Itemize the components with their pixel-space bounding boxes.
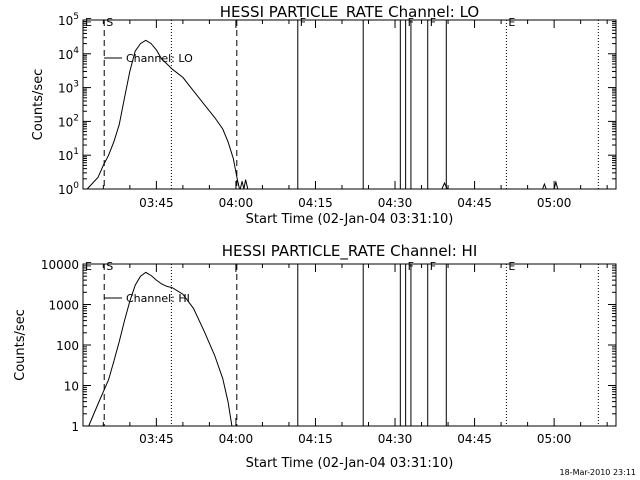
footer-timestamp: 18-Mar-2010 23:11 xyxy=(560,468,637,477)
x-tick-label: 05:00 xyxy=(537,432,572,446)
chart-panel-lo: HESSI PARTICLE_RATE Channel: LOESFFFE100… xyxy=(31,3,617,227)
y-tick-label: 10000 xyxy=(41,258,79,272)
flag-label: F xyxy=(430,260,436,273)
series-line xyxy=(86,39,240,190)
x-tick-label: 04:15 xyxy=(298,196,333,210)
series-line xyxy=(553,180,559,190)
plot-frame xyxy=(82,263,617,427)
y-tick-label: 100 xyxy=(56,339,79,353)
x-tick-label: 03:45 xyxy=(139,432,174,446)
x-tick-label: 04:45 xyxy=(457,196,492,210)
flag-label: E xyxy=(85,260,92,273)
y-tick-label: 104 xyxy=(58,46,79,62)
x-tick-label: 03:45 xyxy=(139,196,174,210)
y-tick-label: 100 xyxy=(58,181,79,197)
flag-label: F xyxy=(430,16,436,29)
y-axis-label: Counts/sec xyxy=(13,309,28,381)
y-tick-label: 105 xyxy=(58,12,79,28)
flag-label: S xyxy=(106,260,113,273)
y-tick-label: 101 xyxy=(58,147,79,163)
series-line xyxy=(88,271,233,427)
y-tick-label: 1 xyxy=(71,420,79,434)
x-tick-label: 04:30 xyxy=(378,196,413,210)
x-tick-label: 04:00 xyxy=(219,432,254,446)
y-tick-label: 103 xyxy=(58,80,79,96)
x-tick-label: 04:30 xyxy=(378,432,413,446)
flag-label: E xyxy=(508,260,515,273)
flag-label: E xyxy=(508,16,515,29)
series-line xyxy=(239,179,249,190)
x-axis-label: Start Time (02-Jan-04 03:31:10) xyxy=(246,212,454,227)
y-tick-label: 1000 xyxy=(48,299,79,313)
x-tick-label: 04:00 xyxy=(219,196,254,210)
flag-label: S xyxy=(106,16,113,29)
legend-label: Channel: LO xyxy=(126,52,193,65)
chart-panel-hi: HESSI PARTICLE_RATE Channel: HIESFFE1101… xyxy=(13,242,617,471)
y-axis-label: Counts/sec xyxy=(31,69,46,141)
series-line xyxy=(542,182,547,190)
x-axis-label: Start Time (02-Jan-04 03:31:10) xyxy=(246,456,454,471)
y-tick-label: 10 xyxy=(64,380,79,394)
plot-frame xyxy=(82,19,617,190)
flag-label: F xyxy=(300,16,306,29)
legend-label: Channel: HI xyxy=(126,292,190,305)
chart-title: HESSI PARTICLE_RATE Channel: LO xyxy=(220,3,479,22)
x-tick-label: 04:45 xyxy=(457,432,492,446)
series-line xyxy=(441,181,448,190)
chart-title: HESSI PARTICLE_RATE Channel: HI xyxy=(222,242,478,261)
y-tick-label: 102 xyxy=(58,113,79,129)
x-tick-label: 04:15 xyxy=(298,432,333,446)
x-tick-label: 05:00 xyxy=(537,196,572,210)
flag-label: E xyxy=(85,16,92,29)
